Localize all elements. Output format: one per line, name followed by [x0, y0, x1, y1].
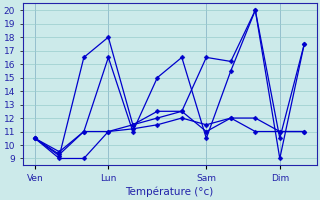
X-axis label: Température (°c): Température (°c) — [125, 186, 214, 197]
